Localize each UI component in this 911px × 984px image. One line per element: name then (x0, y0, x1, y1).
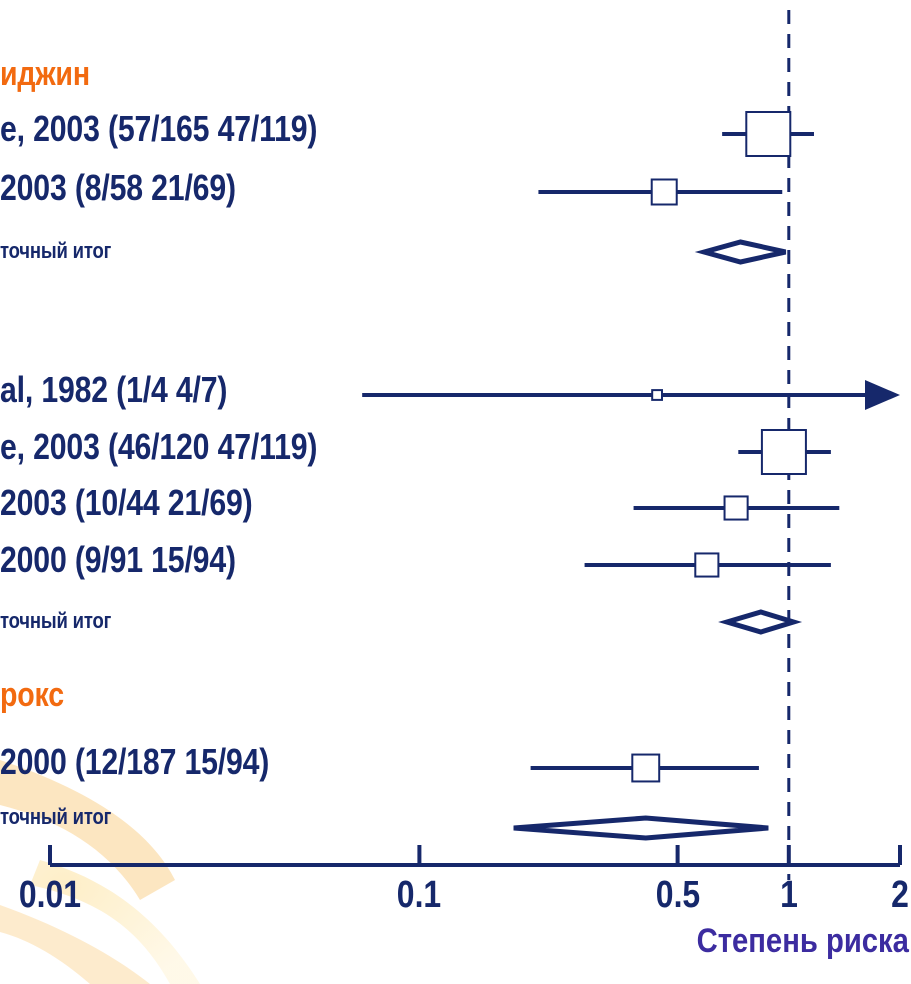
study-label: 2000 (9/91 15/94) (0, 539, 236, 580)
point-estimate-square (631, 753, 661, 783)
x-tick-label: 2 (891, 874, 909, 916)
point-estimate-square (745, 111, 792, 157)
point-estimate-square (650, 178, 678, 206)
study-label: 2003 (10/44 21/69) (0, 482, 253, 523)
study-label: 2000 (12/187 15/94) (0, 741, 270, 782)
subtotal-diamond (694, 239, 787, 265)
x-tick-label: 0.1 (397, 874, 442, 916)
point-estimate-square (651, 389, 663, 401)
x-tick-label: 0.5 (655, 874, 700, 916)
study-label: e, 2003 (57/165 47/119) (0, 108, 318, 149)
x-tick-label: 1 (779, 874, 798, 916)
study-label: e, 2003 (46/120 47/119) (0, 426, 318, 467)
subtotal-label: точный итог (0, 238, 112, 263)
subtotal-label: точный итог (0, 608, 112, 633)
group-label: иджин (0, 55, 90, 93)
study-label: 2003 (8/58 21/69) (0, 167, 236, 208)
subtotal-diamond (513, 815, 769, 841)
point-estimate-square (723, 495, 749, 521)
x-tick-label: 0.01 (18, 874, 82, 916)
x-axis-label: Степень риска (696, 922, 909, 960)
group-label: рокс (0, 676, 65, 714)
study-label: al, 1982 (1/4 4/7) (0, 369, 228, 410)
point-estimate-square (694, 552, 720, 578)
point-estimate-square (760, 429, 807, 475)
subtotal-diamond (718, 609, 803, 635)
ci-arrow (865, 380, 900, 410)
subtotal-label: точный итог (0, 804, 112, 829)
